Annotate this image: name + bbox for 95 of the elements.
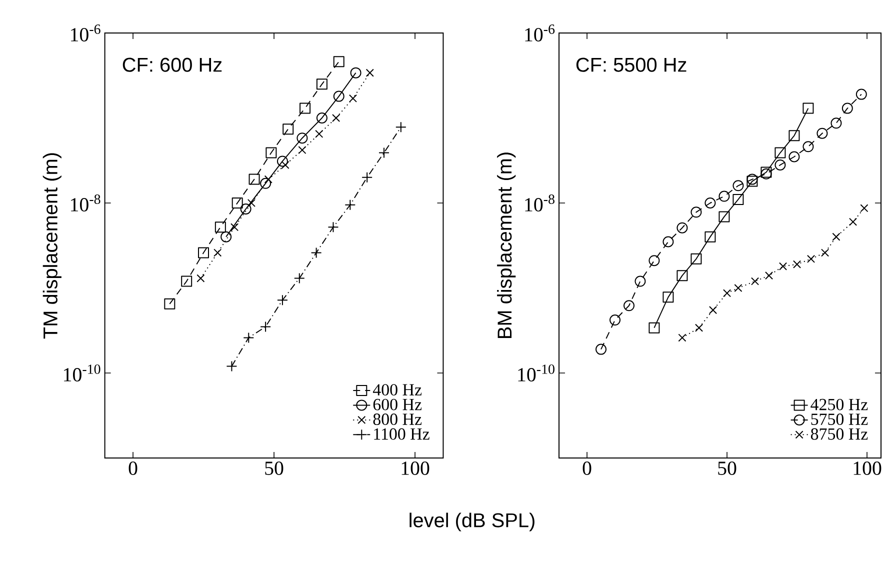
point [694, 324, 704, 332]
point [832, 232, 840, 241]
point [734, 284, 742, 292]
legend-label: 8750 Hz [810, 428, 868, 440]
point [232, 198, 243, 208]
point [678, 334, 686, 342]
point [266, 147, 277, 158]
point [316, 112, 328, 124]
legend-label: 4250 Hz [810, 398, 868, 410]
point [220, 231, 232, 242]
point [788, 151, 800, 162]
point [634, 276, 646, 287]
point [181, 276, 192, 287]
point [164, 298, 176, 310]
y-tick-label: 10$^{-8}$ [525, 194, 554, 212]
point [240, 204, 252, 214]
y-tick-label: 10$^{-10}$ [518, 364, 554, 382]
point [230, 223, 239, 232]
y-tick-label: 10$^{-10}$ [64, 364, 100, 382]
point [816, 128, 828, 139]
x-tick-label: 100 [854, 462, 882, 475]
point [662, 292, 674, 303]
point [704, 231, 716, 242]
annotation: CF: 5500 Hz [576, 58, 686, 72]
point [842, 102, 853, 114]
point [247, 198, 256, 208]
x-tick-label: 100 [402, 462, 430, 475]
y-tick-label: 10$^{-8}$ [70, 194, 100, 212]
point [722, 289, 732, 298]
point [708, 306, 718, 314]
point [350, 67, 362, 78]
point [348, 94, 357, 102]
point [333, 90, 344, 102]
point [860, 204, 868, 212]
point [718, 190, 730, 202]
point [648, 255, 660, 266]
point [774, 159, 786, 170]
point [662, 236, 674, 248]
point [774, 147, 786, 158]
point [366, 68, 374, 77]
point [802, 102, 814, 114]
point [214, 248, 222, 257]
point [732, 180, 744, 192]
point [690, 206, 702, 218]
x-tick-label: 0 [128, 462, 138, 475]
point [260, 178, 272, 189]
x-tick-label: 50 [718, 462, 736, 475]
legend-label: 1100 Hz [374, 428, 430, 440]
point [718, 211, 730, 222]
point [298, 146, 306, 154]
point [624, 300, 635, 312]
point [248, 174, 260, 185]
point [830, 118, 842, 129]
point [281, 160, 290, 170]
x-tick-label: 50 [265, 462, 284, 475]
point [214, 222, 226, 233]
y-axis-title: BM displacement (m) [497, 152, 516, 338]
point [764, 272, 774, 280]
y-tick-label: 10$^{-6}$ [70, 24, 100, 42]
point [802, 141, 814, 152]
legend-label: 400 Hz [372, 384, 422, 396]
point [778, 262, 788, 270]
point [332, 114, 340, 122]
point [806, 254, 816, 263]
legend-label: 800 Hz [373, 414, 422, 425]
point [296, 132, 308, 144]
point [315, 130, 324, 138]
y-axis-title: TM displacement (m) [42, 153, 62, 339]
x-tick-label: 0 [582, 462, 592, 475]
annotation: CF: 600 Hz [122, 58, 222, 72]
point [648, 322, 660, 334]
point [300, 102, 311, 114]
point [856, 88, 867, 100]
point [316, 78, 328, 90]
point [676, 270, 688, 282]
point [704, 198, 716, 208]
y-tick-label: 10$^{-6}$ [525, 24, 555, 42]
point [820, 248, 830, 257]
point [196, 274, 205, 282]
point [676, 222, 688, 234]
point [690, 253, 702, 264]
legend-label: 600 Hz [373, 398, 422, 410]
point [732, 194, 744, 205]
point [792, 260, 802, 268]
point [333, 56, 344, 68]
x-axis-title: level (dB SPL) [410, 512, 534, 532]
point [282, 124, 294, 135]
point [750, 277, 760, 286]
point [788, 130, 800, 142]
legend-label: 5750 Hz [811, 414, 868, 425]
point [198, 247, 210, 258]
point [848, 218, 858, 226]
point [276, 156, 288, 167]
point [596, 344, 607, 355]
point [610, 314, 621, 326]
